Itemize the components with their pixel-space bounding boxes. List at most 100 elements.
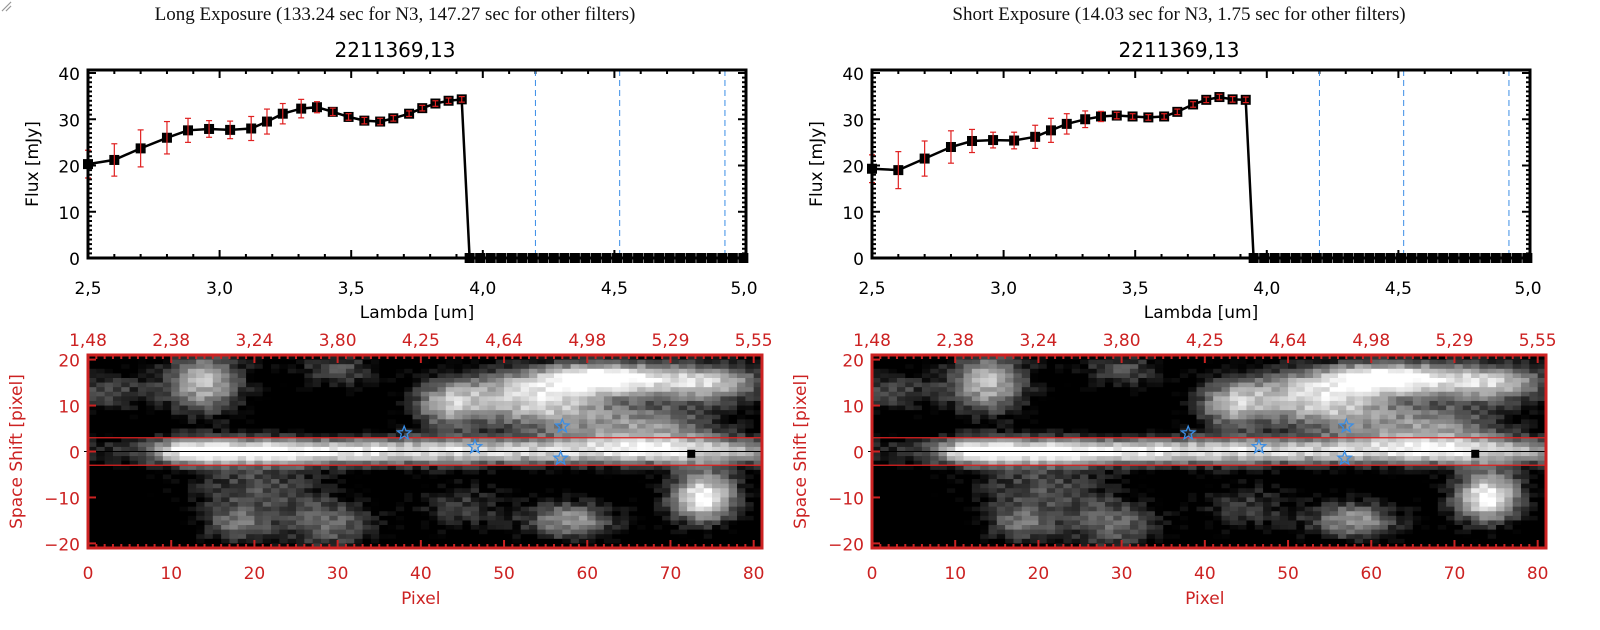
image-pixel — [312, 488, 322, 494]
image-pixel — [437, 460, 447, 466]
image-pixel — [262, 414, 272, 420]
image-pixel — [512, 433, 522, 439]
image-pixel — [645, 446, 655, 453]
image-pixel — [529, 391, 538, 397]
image-pixel — [212, 373, 222, 379]
image-pixel — [479, 419, 489, 425]
image-pixel — [412, 387, 422, 393]
image-pixel — [412, 368, 422, 374]
image-pixel — [553, 506, 563, 512]
image-pixel — [370, 451, 380, 457]
image-pixel — [645, 515, 655, 522]
image-pixel — [880, 479, 890, 485]
image-pixel — [963, 410, 973, 416]
image-pixel — [487, 515, 497, 522]
image-pixel — [304, 373, 314, 379]
image-pixel — [445, 433, 455, 439]
image-pixel — [187, 382, 197, 388]
image-pixel — [237, 433, 247, 439]
image-pixel — [971, 382, 981, 388]
image-pixel — [880, 377, 890, 384]
image-pixel — [204, 373, 214, 379]
image-pixel — [745, 433, 755, 439]
image-pixel — [395, 543, 405, 549]
image-pixel — [905, 433, 915, 439]
image-pixel — [628, 534, 638, 540]
image-pixel — [562, 456, 572, 462]
image-pixel — [312, 442, 322, 448]
image-pixel — [354, 396, 364, 402]
image-pixel — [955, 446, 965, 453]
image-pixel — [462, 423, 472, 430]
image-pixel — [963, 423, 973, 430]
image-pixel — [753, 355, 763, 361]
image-pixel — [162, 433, 172, 439]
y-tick-label: 10 — [58, 398, 80, 418]
image-pixel — [362, 446, 372, 453]
image-pixel — [745, 442, 755, 448]
image-pixel — [221, 543, 231, 549]
image-pixel — [587, 387, 597, 393]
image-pixel — [171, 529, 181, 535]
image-pixel — [695, 437, 705, 443]
image-pixel — [237, 538, 247, 545]
image-pixel — [662, 529, 672, 535]
image-pixel — [753, 474, 763, 480]
image-pixel — [728, 396, 738, 402]
image-pixel — [137, 474, 147, 480]
image-pixel — [695, 479, 705, 485]
image-pixel — [678, 497, 688, 503]
image-pixel — [587, 414, 597, 420]
image-pixel — [320, 456, 330, 462]
image-pixel — [670, 465, 680, 471]
image-pixel — [504, 446, 513, 453]
image-pixel — [187, 355, 197, 361]
image-pixel — [880, 483, 890, 489]
image-pixel — [479, 364, 489, 370]
image-pixel — [570, 465, 580, 471]
image-pixel — [595, 368, 605, 374]
image-pixel — [578, 387, 588, 393]
image-pixel — [687, 437, 697, 443]
image-pixel — [896, 520, 906, 526]
image-pixel — [404, 506, 414, 512]
image-pixel — [88, 377, 97, 384]
image-pixel — [905, 460, 915, 466]
image-pixel — [888, 538, 898, 545]
image-pixel — [88, 534, 97, 540]
image-pixel — [487, 506, 497, 512]
image-pixel — [104, 382, 114, 388]
image-pixel — [304, 423, 314, 430]
image-pixel — [930, 414, 940, 420]
image-pixel — [570, 497, 580, 503]
image-pixel — [187, 469, 197, 476]
image-pixel — [737, 355, 746, 361]
image-pixel — [1005, 419, 1015, 425]
x-tick-label: 40 — [410, 564, 432, 584]
image-pixel — [880, 368, 890, 374]
image-pixel — [562, 520, 572, 526]
image-pixel — [678, 359, 688, 365]
image-pixel — [221, 520, 231, 526]
image-pixel — [96, 377, 106, 384]
image-pixel — [880, 373, 890, 379]
image-pixel — [121, 382, 131, 388]
image-pixel — [737, 377, 746, 384]
image-pixel — [420, 451, 430, 457]
image-pixel — [737, 492, 746, 499]
image-pixel — [996, 465, 1006, 471]
image-pixel — [720, 465, 730, 471]
image-pixel — [445, 400, 455, 407]
image-pixel — [88, 520, 97, 526]
image-pixel — [487, 520, 497, 526]
image-pixel — [529, 460, 538, 466]
image-pixel — [603, 355, 613, 361]
image-pixel — [938, 405, 948, 411]
image-pixel — [237, 419, 247, 425]
image-pixel — [412, 529, 422, 535]
image-pixel — [479, 368, 489, 374]
image-pixel — [537, 460, 547, 466]
image-pixel — [445, 437, 455, 443]
image-pixel — [662, 483, 672, 489]
image-pixel — [980, 377, 990, 384]
